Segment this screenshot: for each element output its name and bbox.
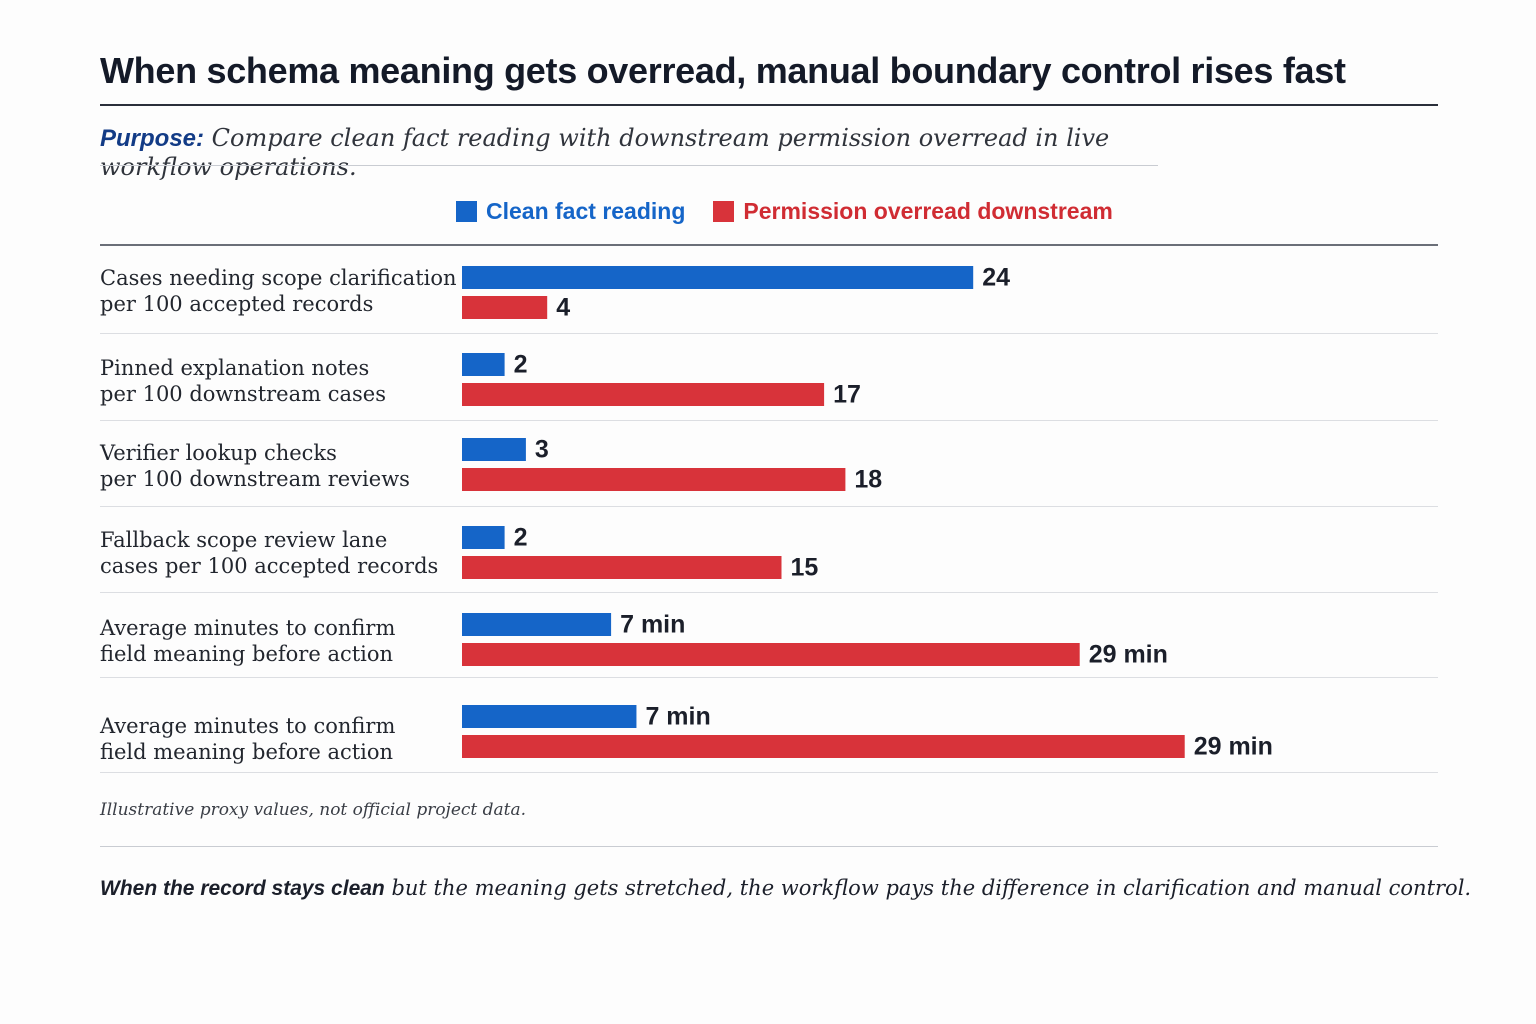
bar-overread-6 (462, 735, 1185, 758)
purpose-text: Compare clean fact reading with downstre… (100, 124, 1110, 181)
row-label-6: Average minutes to confirm field meaning… (100, 713, 460, 765)
bar-value-label: 17 (833, 381, 861, 409)
bar-clean-1 (462, 266, 974, 289)
legend-swatch-clean (456, 200, 477, 222)
row-label-4-line2: cases per 100 accepted records (100, 554, 439, 578)
bar-clean-5 (462, 613, 612, 636)
bar-value-label: 3 (535, 436, 549, 464)
bar-clean-6 (462, 705, 637, 728)
bar-overread-1 (462, 296, 548, 319)
row-label-2: Pinned explanation notes per 100 downstr… (100, 355, 460, 407)
bar-value-label: 2 (514, 524, 528, 552)
bar-value-label: 4 (556, 294, 570, 322)
bar-overread-2 (462, 383, 825, 406)
row-label-2-line1: Pinned explanation notes (100, 356, 370, 380)
purpose-divider (100, 165, 1158, 166)
footnote-divider (100, 846, 1438, 847)
row-label-5: Average minutes to confirm field meaning… (100, 615, 460, 667)
legend-swatch-overread (713, 200, 735, 222)
bar-value-label: 2 (514, 351, 528, 379)
legend-label-overread: Permission overread downstream (743, 197, 1113, 224)
bar-value-label: 24 (982, 264, 1010, 292)
row-divider (100, 506, 1438, 507)
bar-value-label: 15 (791, 554, 819, 582)
row-label-6-line2: field meaning before action (100, 740, 394, 764)
bar-overread-4 (462, 556, 782, 579)
row-label-3-line2: per 100 downstream reviews (100, 467, 410, 491)
row-label-3: Verifier lookup checks per 100 downstrea… (100, 440, 460, 492)
bar-value-label: 7 min (620, 611, 685, 639)
row-label-4-line1: Fallback scope review lane (100, 528, 388, 552)
bar-value-label: 7 min (645, 703, 710, 731)
legend-item-clean: Clean fact reading (456, 198, 685, 225)
row-label-3-line1: Verifier lookup checks (100, 441, 337, 465)
row-divider (100, 333, 1438, 334)
footnote: Illustrative proxy values, not official … (100, 800, 527, 820)
row-label-6-line1: Average minutes to confirm (100, 714, 396, 738)
bar-clean-2 (462, 353, 505, 376)
conclusion-rest: but the meaning gets stretched, the work… (384, 876, 1472, 900)
row-label-2-line2: per 100 downstream cases (100, 382, 386, 406)
bar-value-label: 29 min (1194, 733, 1273, 761)
bar-clean-3 (462, 438, 526, 461)
conclusion: When the record stays clean but the mean… (100, 876, 1480, 901)
legend: Clean fact reading Permission overread d… (456, 196, 1141, 226)
row-label-5-line1: Average minutes to confirm (100, 616, 396, 640)
chart-title: When schema meaning gets overread, manua… (100, 50, 1346, 91)
row-label-5-line2: field meaning before action (100, 642, 394, 666)
row-divider (100, 592, 1438, 593)
legend-label-clean: Clean fact reading (486, 197, 686, 224)
row-divider (100, 420, 1438, 421)
bar-value-label: 29 min (1089, 641, 1168, 669)
conclusion-bold: When the record stays clean (100, 877, 385, 900)
bar-clean-4 (462, 526, 505, 549)
row-label-1-line1: Cases needing scope clarification (100, 266, 457, 290)
purpose-line: Purpose: Compare clean fact reading with… (100, 124, 1200, 181)
bar-overread-3 (462, 468, 846, 491)
row-divider (100, 677, 1438, 678)
row-label-1: Cases needing scope clarification per 10… (100, 265, 460, 317)
row-divider (100, 772, 1438, 773)
legend-item-overread: Permission overread downstream (713, 197, 1113, 225)
title-divider (100, 104, 1438, 106)
legend-divider (100, 244, 1438, 246)
bar-value-label: 18 (854, 466, 882, 494)
purpose-label: Purpose: (100, 125, 205, 152)
row-label-1-line2: per 100 accepted records (100, 292, 374, 316)
bar-overread-5 (462, 643, 1080, 666)
row-label-4: Fallback scope review lane cases per 100… (100, 527, 460, 579)
